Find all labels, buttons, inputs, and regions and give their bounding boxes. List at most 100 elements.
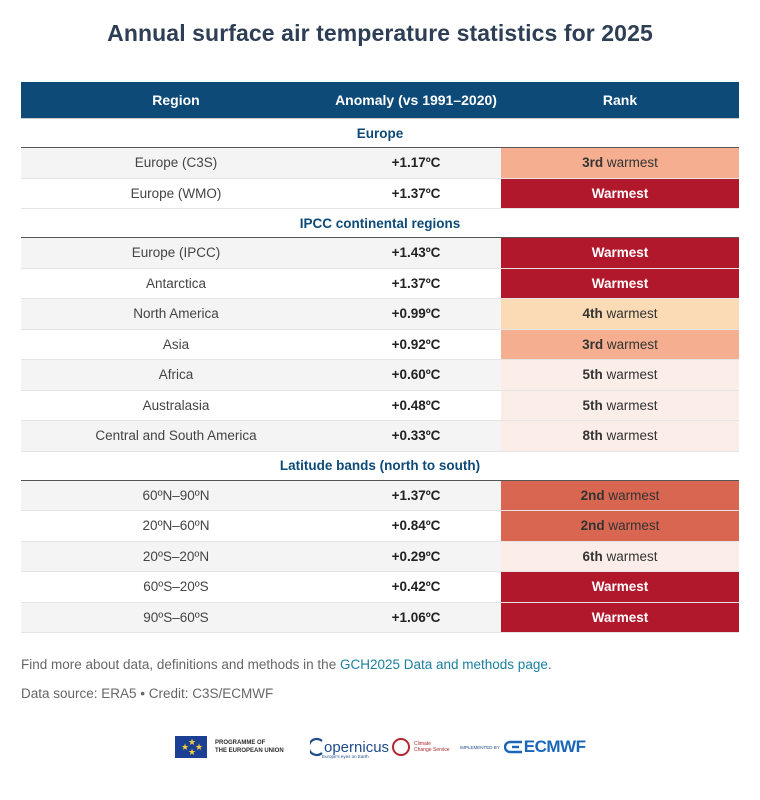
rank-suffix: warmest [602,397,658,413]
rank-cell: Warmest [501,237,739,269]
rank-suffix: warmest [602,367,658,383]
anomaly-cell: +0.84ºC [331,510,501,542]
section-heading: IPCC continental regions [21,208,739,238]
copernicus-tagline: Europe's eyes on Earth [322,754,369,759]
table-row: Europe (IPCC) +1.43ºC Warmest [21,237,739,269]
rank-value: 8th [582,428,603,444]
rank-value: 3rd [582,155,604,171]
ccs-line1: Climate [414,741,431,747]
table-row: North America +0.99ºC 4th warmest [21,298,739,330]
column-header-rank: Rank [501,82,739,119]
rank-value: 2nd [580,487,605,503]
anomaly-cell: +1.37ºC [331,268,501,299]
rank-value: 5th [582,367,603,383]
section-header-row: Europe [21,118,739,148]
ecmwf-logo: IMPLEMENTED BY ECMWF [460,732,586,762]
ecmwf-symbol-icon [503,740,522,754]
rank-value: 3rd [582,336,604,352]
region-cell: 90ºS–60ºS [21,602,331,633]
region-cell: Europe (IPCC) [21,237,331,269]
rank-cell: 8th warmest [501,420,739,452]
ccs-line2: Change Service [414,747,450,753]
statistics-table: Region Anomaly (vs 1991–2020) Rank Europ… [21,82,739,633]
region-cell: 20ºN–60ºN [21,510,331,542]
anomaly-cell: +0.42ºC [331,571,501,603]
anomaly-cell: +0.48ºC [331,390,501,421]
anomaly-cell: +0.33ºC [331,420,501,452]
region-cell: Asia [21,329,331,360]
table-row: 90ºS–60ºS +1.06ºC Warmest [21,602,739,633]
table-row: Central and South America +0.33ºC 8th warm… [21,420,739,452]
region-cell: 20ºS–20ºN [21,541,331,572]
rank-cell: 3rd warmest [501,329,739,360]
rank-suffix: warmest [602,428,658,444]
methods-note-suffix: . [547,657,552,672]
data-source-credit: Data source: ERA5 • Credit: C3S/ECMWF [21,686,274,701]
table-row: Australasia +0.48ºC 5th warmest [21,390,739,421]
partner-logos: ★ ★ ★ ★ PROGRAMME OF THE EUROPEAN UNION … [175,732,595,762]
rank-suffix: warmest [602,306,658,322]
ecmwf-wordmark: ECMWF [523,737,586,756]
column-header-anomaly: Anomaly (vs 1991–2020) [331,82,501,119]
copernicus-wordmark: opernicus [324,738,390,756]
region-cell: Africa [21,359,331,391]
section-header-row: Latitude bands (north to south) [21,451,739,481]
table-row: 60ºS–20ºS +0.42ºC Warmest [21,571,739,603]
methods-page-link[interactable]: GCH2025 Data and methods page [339,657,548,672]
climate-change-service-logo: Climate Change Service [392,732,450,762]
eu-logo-line1: PROGRAMME OF [215,740,266,746]
eu-programme-logo: ★ ★ ★ ★ PROGRAMME OF THE EUROPEAN UNION [175,732,284,762]
region-cell: North America [21,298,331,330]
table-body: Europe Europe (C3S) +1.17ºC 3rd warmest Euro… [21,118,739,633]
copernicus-c-icon [310,737,323,757]
anomaly-cell: +0.99ºC [331,298,501,330]
region-cell: Europe (WMO) [21,178,331,209]
anomaly-cell: +0.60ºC [331,359,501,391]
anomaly-cell: +1.43ºC [331,237,501,269]
eu-logo-line2: THE EUROPEAN UNION [215,748,284,754]
table-row: Europe (C3S) +1.17ºC 3rd warmest [21,147,739,179]
table-row: Africa +0.60ºC 5th warmest [21,359,739,391]
table-header-row: Region Anomaly (vs 1991–2020) Rank [21,82,739,119]
ccs-circle-icon [392,738,410,756]
anomaly-cell: +1.06ºC [331,602,501,633]
rank-cell: Warmest [501,602,739,633]
methods-note-prefix: Find more about data, definitions and me… [21,657,340,672]
rank-suffix: warmest [604,487,660,503]
rank-value: Warmest [591,245,649,261]
region-cell: Europe (C3S) [21,147,331,179]
section-heading: Europe [21,118,739,148]
table-row: 20ºS–20ºN +0.29ºC 6th warmest [21,541,739,572]
rank-value: 5th [582,397,603,413]
eu-flag-icon: ★ ★ ★ ★ [175,736,207,758]
copernicus-logo: opernicus Europe's eyes on Earth [310,732,389,762]
rank-cell: 3rd warmest [501,147,739,179]
anomaly-cell: +0.92ºC [331,329,501,360]
rank-value: 2nd [580,518,605,534]
region-cell: Central and South America [21,420,331,452]
region-cell: 60ºN–90ºN [21,480,331,511]
rank-cell: 6th warmest [501,541,739,572]
rank-cell: 4th warmest [501,298,739,330]
rank-suffix: warmest [602,548,658,564]
rank-cell: Warmest [501,571,739,603]
rank-value: 6th [582,548,603,564]
rank-value: Warmest [591,185,649,201]
rank-suffix: warmest [603,155,658,171]
rank-value: Warmest [591,609,649,625]
anomaly-cell: +0.29ºC [331,541,501,572]
region-cell: Australasia [21,390,331,421]
rank-cell: 2nd warmest [501,480,739,511]
table-row: Asia +0.92ºC 3rd warmest [21,329,739,360]
region-cell: Antarctica [21,268,331,299]
section-heading: Latitude bands (north to south) [21,451,739,481]
anomaly-cell: +1.37ºC [331,480,501,511]
column-header-region: Region [21,82,331,119]
implemented-by-label: IMPLEMENTED BY [460,744,500,750]
anomaly-cell: +1.17ºC [331,147,501,179]
rank-value: Warmest [591,275,649,291]
anomaly-cell: +1.37ºC [331,178,501,209]
rank-cell: Warmest [501,268,739,299]
rank-cell: 2nd warmest [501,510,739,542]
section-header-row: IPCC continental regions [21,208,739,238]
